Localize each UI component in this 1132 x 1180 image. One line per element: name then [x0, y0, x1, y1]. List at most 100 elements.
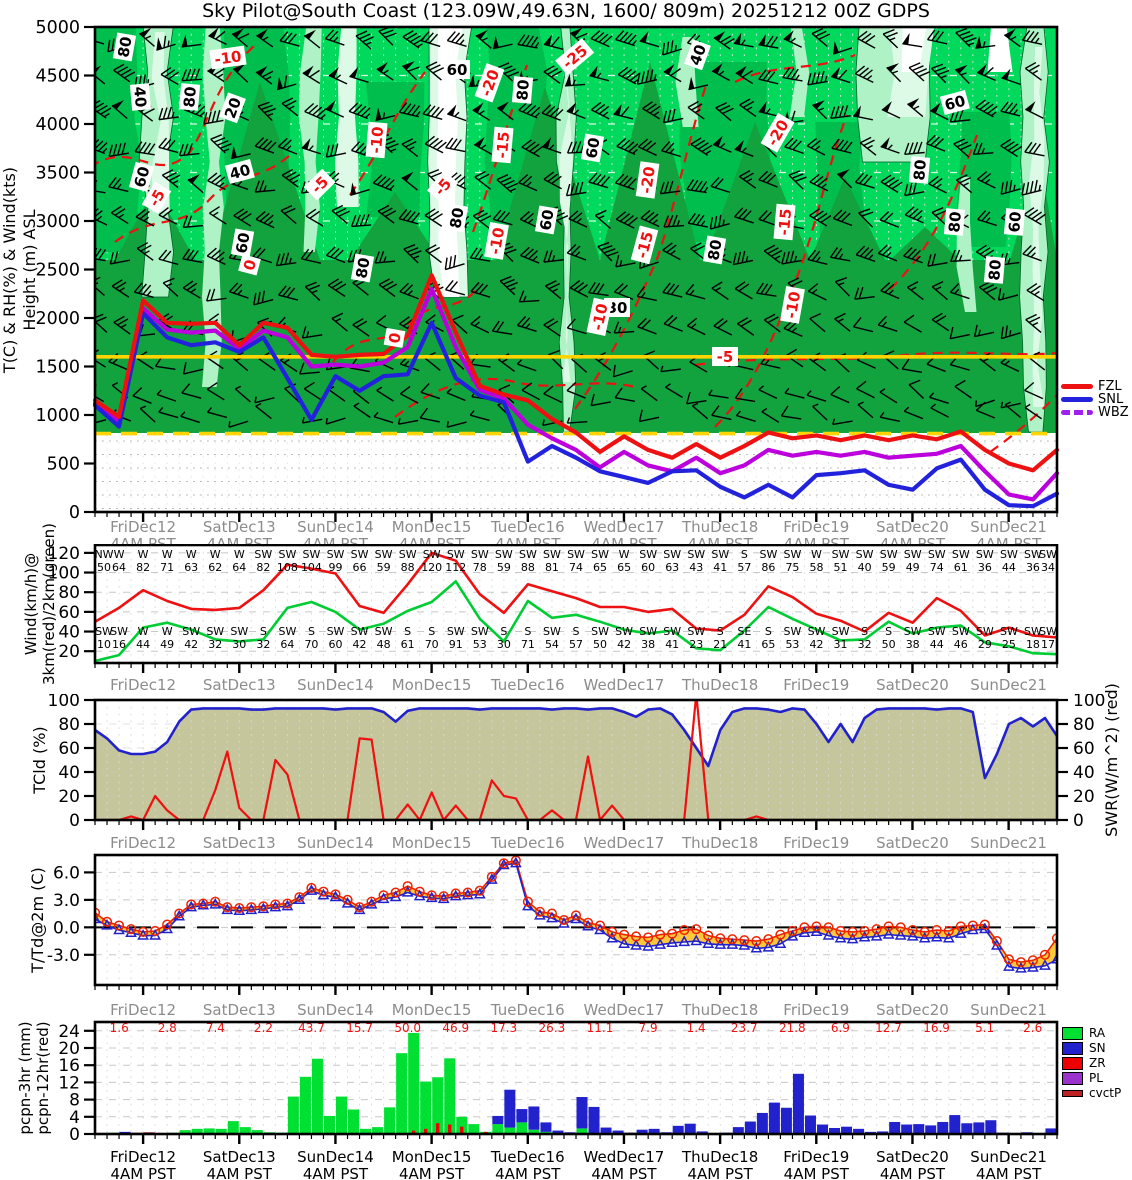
svg-text:44: 44 [930, 638, 944, 651]
svg-text:-15: -15 [493, 131, 513, 160]
svg-text:61: 61 [401, 638, 415, 651]
svg-text:W: W [138, 625, 149, 638]
svg-text:FriDec12: FriDec12 [110, 1001, 176, 1016]
ra-swatch [1062, 1026, 1083, 1040]
svg-text:SunDec14: SunDec14 [297, 1001, 374, 1016]
svg-text:MonDec15: MonDec15 [392, 518, 472, 536]
svg-text:0: 0 [69, 1125, 80, 1145]
svg-text:6.9: 6.9 [831, 1021, 850, 1035]
svg-text:4AM PST: 4AM PST [207, 1165, 273, 1180]
svg-text:1000: 1000 [35, 406, 80, 426]
svg-text:S: S [404, 625, 411, 638]
svg-text:4AM PST: 4AM PST [110, 851, 176, 852]
svg-text:SW: SW [976, 548, 994, 561]
svg-text:4AM PST: 4AM PST [976, 1165, 1042, 1180]
svg-text:-10: -10 [588, 302, 611, 332]
precip-panel: 1.6 2.8 7.4 2.2 43.7 15.7 50.0 46.9 17.3 26.3 11.1… [58, 1020, 1059, 1180]
svg-text:3500: 3500 [35, 164, 80, 184]
svg-text:-10: -10 [213, 47, 242, 69]
svg-text:SunDec14: SunDec14 [297, 518, 374, 536]
svg-text:40: 40 [58, 623, 80, 643]
svg-text:58: 58 [810, 561, 824, 574]
svg-text:80: 80 [446, 206, 467, 230]
svg-text:TueDec16: TueDec16 [490, 1001, 565, 1016]
svg-text:50: 50 [882, 638, 896, 651]
svg-text:SW: SW [639, 548, 657, 561]
snl-line-swatch [1061, 396, 1093, 402]
snl-label: SNL [1098, 391, 1124, 407]
svg-text:4AM PST: 4AM PST [591, 535, 657, 544]
svg-text:100: 100 [48, 694, 80, 711]
svg-text:W: W [186, 548, 197, 561]
svg-text:5000: 5000 [35, 20, 80, 38]
svg-text:SunDec14: SunDec14 [297, 676, 374, 694]
svg-text:SW: SW [591, 548, 609, 561]
svg-text:4AM PST: 4AM PST [110, 693, 176, 694]
svg-text:NW: NW [94, 548, 113, 561]
svg-text:MonDec15: MonDec15 [392, 1001, 472, 1016]
svg-text:SW: SW [639, 625, 657, 638]
svg-text:SW: SW [952, 548, 970, 561]
svg-text:-5: -5 [145, 186, 169, 209]
svg-text:81: 81 [545, 561, 559, 574]
svg-text:4AM PST: 4AM PST [207, 693, 273, 694]
wbz-line-swatch [1061, 409, 1093, 415]
svg-text:SW: SW [591, 625, 609, 638]
svg-text:60: 60 [582, 136, 603, 160]
svg-text:30: 30 [497, 638, 511, 651]
svg-text:32: 32 [256, 638, 270, 651]
svg-text:60: 60 [58, 739, 80, 759]
svg-text:11.1: 11.1 [587, 1021, 614, 1035]
svg-text:SW: SW [254, 548, 272, 561]
svg-text:86: 86 [761, 561, 775, 574]
svg-text:S: S [861, 625, 868, 638]
svg-text:80: 80 [58, 583, 80, 603]
pl-label: PL [1089, 1071, 1103, 1085]
svg-text:54: 54 [545, 638, 559, 651]
svg-text:SW: SW [543, 625, 561, 638]
svg-text:0: 0 [69, 811, 80, 831]
svg-text:59: 59 [882, 561, 896, 574]
svg-text:SW: SW [904, 625, 922, 638]
svg-text:7.4: 7.4 [206, 1021, 225, 1035]
svg-text:4AM PST: 4AM PST [687, 693, 753, 694]
cvctp-swatch [1062, 1089, 1083, 1097]
svg-text:40: 40 [858, 561, 872, 574]
svg-text:4AM PST: 4AM PST [591, 1165, 657, 1180]
svg-text:2000: 2000 [35, 309, 80, 329]
svg-text:S: S [500, 625, 507, 638]
svg-text:MonDec15: MonDec15 [392, 676, 472, 694]
svg-text:ThuDec18: ThuDec18 [681, 676, 758, 694]
svg-text:SW: SW [399, 548, 417, 561]
svg-text:4AM PST: 4AM PST [495, 535, 561, 544]
legend-item-pl: PL [1062, 1071, 1121, 1085]
svg-text:2.2: 2.2 [254, 1021, 273, 1035]
wbz-label: WBZ [1098, 404, 1129, 420]
svg-text:4AM PST: 4AM PST [399, 1165, 465, 1180]
svg-text:7.9: 7.9 [639, 1021, 658, 1035]
svg-text:SW: SW [327, 548, 345, 561]
svg-text:41: 41 [737, 638, 751, 651]
zr-label: ZR [1089, 1056, 1106, 1070]
svg-text:43.7: 43.7 [298, 1021, 325, 1035]
svg-text:SW: SW [952, 625, 970, 638]
svg-text:4AM PST: 4AM PST [303, 851, 369, 852]
svg-text:80: 80 [945, 211, 965, 233]
svg-text:21.8: 21.8 [779, 1021, 806, 1035]
svg-text:4000: 4000 [35, 115, 80, 135]
svg-text:W: W [619, 548, 630, 561]
svg-text:SW: SW [928, 625, 946, 638]
svg-text:WedDec17: WedDec17 [584, 1148, 665, 1166]
svg-text:40: 40 [228, 161, 253, 184]
svg-text:26.3: 26.3 [539, 1021, 566, 1035]
svg-text:4AM PST: 4AM PST [880, 851, 946, 852]
fzl-line-swatch [1061, 383, 1093, 389]
svg-text:41: 41 [713, 561, 727, 574]
svg-text:0: 0 [240, 258, 260, 273]
svg-text:SW: SW [327, 625, 345, 638]
svg-text:100: 100 [1073, 694, 1105, 711]
svg-text:SW: SW [303, 548, 321, 561]
svg-text:59: 59 [497, 561, 511, 574]
svg-text:SatDec13: SatDec13 [203, 1148, 276, 1166]
